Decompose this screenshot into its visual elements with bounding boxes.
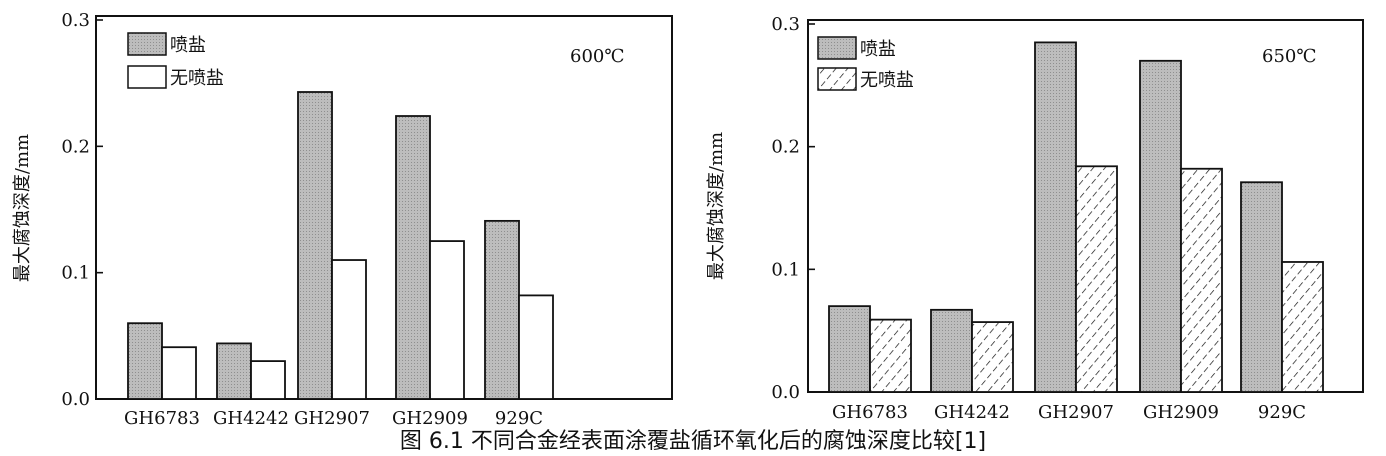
legend-swatch-nospray-650 — [817, 67, 857, 91]
bar-spray-GH6783-600 — [127, 322, 163, 400]
x-tick-label-650: GH4242 — [934, 402, 1010, 423]
bars-650: 0.0 0.1 0.2 0.3 GH6783 GH4242 GH2907 GH2909 929C — [771, 14, 1324, 423]
bars-600: 0.0 0.1 0.2 0.3 GH6783 GH4242 GH2907 GH2909 929C — [61, 10, 554, 429]
bar-spray-GH4242-600 — [216, 342, 252, 400]
chart-650: 最大腐蚀深度/mm 650℃ 喷盐 无喷盐 0.0 0.1 0.2 0.3 GH6783… — [706, 14, 1364, 423]
legend-label-nospray-650: 无喷盐 — [860, 70, 914, 91]
bar-nospray-GH6783-650 — [869, 318, 912, 393]
y-tick-label-650: 0.2 — [771, 137, 800, 158]
legend-label-nospray-600: 无喷盐 — [170, 68, 224, 89]
figure-caption: 图 6.1 不同合金经表面涂覆盐循环氧化后的腐蚀深度比较[1] — [399, 429, 987, 454]
legend-swatch-nospray-600 — [127, 65, 167, 89]
bar-nospray-GH2907-650 — [1075, 165, 1118, 393]
plot-frame-600 — [95, 15, 673, 400]
chart-600: 最大腐蚀深度/mm 600℃ 喷盐 无喷盐 0.0 0.1 0.2 0.3 GH6783… — [12, 10, 673, 429]
legend-swatch-spray-600 — [127, 32, 167, 56]
x-tick-label-600: GH2909 — [392, 408, 468, 429]
y-tick-label-650: 0.0 — [771, 382, 800, 403]
x-tick-label-650: GH2909 — [1143, 402, 1219, 423]
bar-spray-929C-650 — [1240, 181, 1283, 393]
bar-spray-GH6783-650 — [828, 305, 871, 393]
x-tick-label-600: GH2907 — [294, 408, 370, 429]
legend-label-spray-650: 喷盐 — [860, 39, 896, 60]
x-tick-label-600: GH6783 — [124, 408, 200, 429]
bar-spray-GH2907-600 — [297, 91, 333, 400]
y-tick-label-600: 0.1 — [61, 263, 90, 284]
bar-nospray-GH2909-650 — [1180, 167, 1223, 393]
bar-spray-GH2909-650 — [1139, 59, 1182, 393]
bar-spray-GH2907-650 — [1034, 41, 1077, 393]
bar-spray-GH4242-650 — [930, 308, 973, 393]
x-tick-label-650: 929C — [1258, 402, 1306, 423]
x-tick-label-650: GH2907 — [1038, 402, 1114, 423]
y-axis-label-650: 最大腐蚀深度/mm — [706, 132, 727, 280]
bar-nospray-GH2909-600 — [429, 240, 465, 400]
legend-swatch-spray-650 — [817, 36, 857, 60]
x-tick-label-650: GH6783 — [832, 402, 908, 423]
bar-nospray-GH4242-600 — [250, 360, 286, 400]
x-tick-label-600: GH4242 — [213, 408, 289, 429]
bar-nospray-GH4242-650 — [971, 321, 1014, 393]
bar-nospray-929C-600 — [518, 294, 554, 400]
temperature-annotation-650: 650℃ — [1262, 46, 1317, 67]
bar-nospray-929C-650 — [1281, 261, 1324, 393]
y-tick-label-650: 0.1 — [771, 259, 800, 280]
legend-600: 喷盐 无喷盐 — [127, 32, 224, 89]
y-tick-label-650: 0.3 — [771, 14, 800, 35]
legend-label-spray-600: 喷盐 — [170, 35, 206, 56]
legend-650: 喷盐 无喷盐 — [817, 36, 914, 91]
temperature-annotation-600: 600℃ — [570, 46, 625, 67]
x-tick-label-600: 929C — [495, 408, 543, 429]
y-tick-label-600: 0.3 — [61, 10, 90, 31]
y-tick-label-600: 0.0 — [61, 389, 90, 410]
bar-spray-GH2909-600 — [395, 115, 431, 400]
y-axis-label-600: 最大腐蚀深度/mm — [12, 134, 33, 282]
bar-nospray-GH2907-600 — [331, 259, 367, 400]
y-tick-label-600: 0.2 — [61, 136, 90, 157]
bar-spray-929C-600 — [484, 219, 520, 400]
bar-nospray-GH6783-600 — [161, 346, 197, 400]
